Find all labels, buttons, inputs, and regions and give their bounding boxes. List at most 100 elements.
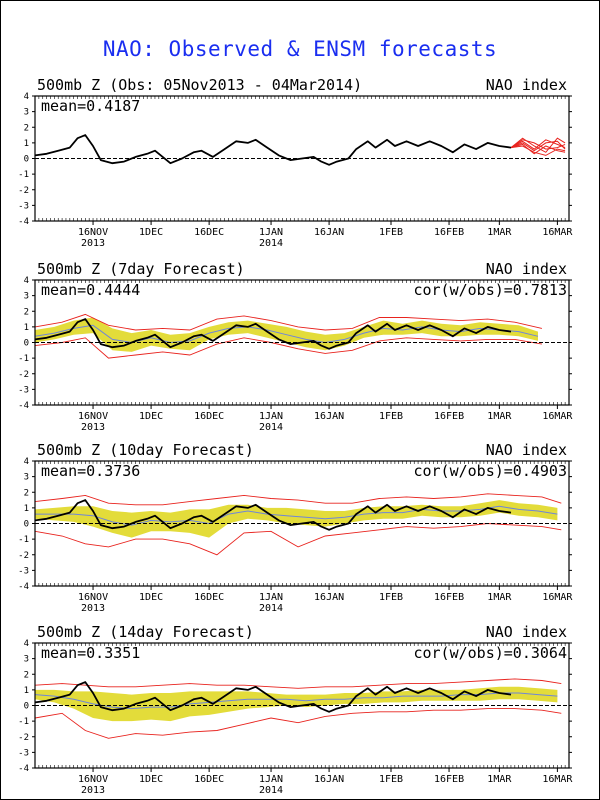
x-tick-label: 1MAR (487, 592, 512, 603)
x-tick-label: 16JAN (314, 592, 344, 603)
x-tick-year-label: 2014 (259, 238, 283, 249)
x-tick-label: 1FEB (379, 411, 403, 422)
x-tick-year-label: 2014 (259, 785, 283, 796)
y-tick-label: 0 (24, 155, 29, 165)
x-tick-label: 1MAR (487, 227, 512, 238)
mean-label: mean=0.4444 (41, 281, 140, 299)
y-tick-label: -3 (18, 201, 29, 211)
y-tick-label: 3 (24, 473, 29, 483)
y-tick-label: 4 (24, 639, 29, 649)
y-tick-label: 1 (24, 686, 29, 696)
x-tick-label: 16FEB (434, 774, 464, 785)
x-tick-label: 16NOV (78, 411, 108, 422)
x-tick-year-label: 2013 (81, 603, 105, 614)
y-tick-label: 2 (24, 488, 29, 498)
x-tick-label: 16MAR (542, 411, 573, 422)
x-tick-label: 16JAN (314, 227, 344, 238)
envelope-min-line (34, 708, 562, 739)
ensemble-member-line (510, 140, 566, 152)
y-tick-label: -1 (18, 535, 29, 545)
ensemble-member-line (510, 137, 566, 153)
y-tick-label: -3 (18, 566, 29, 576)
x-tick-label: 16DEC (194, 592, 224, 603)
observed-line (34, 134, 512, 166)
y-tick-label: -2 (18, 186, 29, 196)
panel-title: 500mb Z (14day Forecast) (37, 623, 254, 641)
y-tick-label: 1 (24, 504, 29, 514)
x-tick-year-label: 2014 (259, 422, 283, 433)
x-tick-label: 16FEB (434, 411, 464, 422)
y-tick-label: 3 (24, 292, 29, 302)
x-tick-year-label: 2013 (81, 238, 105, 249)
x-tick-label: 16JAN (314, 411, 344, 422)
mean-label: mean=0.4187 (41, 97, 140, 115)
ensemble-member-line (510, 143, 566, 155)
ensemble-member-line (510, 139, 566, 150)
x-tick-label: 16NOV (78, 592, 108, 603)
x-tick-label: 16DEC (194, 411, 224, 422)
x-tick-label: 16JAN (314, 774, 344, 785)
x-tick-label: 16MAR (542, 592, 573, 603)
panel-title: 500mb Z (Obs: 05Nov2013 - 04Mar2014) (37, 76, 362, 94)
x-tick-label: 1FEB (379, 592, 403, 603)
y-tick-label: 2 (24, 670, 29, 680)
mean-label: mean=0.3736 (41, 462, 140, 480)
x-tick-label: 16FEB (434, 592, 464, 603)
x-tick-label: 1MAR (487, 411, 512, 422)
y-tick-label: 4 (24, 457, 29, 467)
y-tick-label: -3 (18, 385, 29, 395)
y-tick-label: -4 (18, 217, 29, 227)
ensemble-mean-line (34, 324, 539, 344)
x-tick-label: 1JAN (259, 227, 283, 238)
y-tick-label: -3 (18, 748, 29, 758)
x-tick-label: 16MAR (542, 227, 573, 238)
y-tick-label: 2 (24, 307, 29, 317)
panel-right-title: NAO index (486, 260, 567, 278)
y-tick-label: -1 (18, 717, 29, 727)
envelope-max-line (34, 678, 562, 689)
y-tick-label: 0 (24, 702, 29, 712)
observed-line (34, 318, 512, 350)
y-tick-label: 3 (24, 108, 29, 118)
y-tick-label: 2 (24, 123, 29, 133)
x-tick-label: 1FEB (379, 227, 403, 238)
x-tick-year-label: 2013 (81, 785, 105, 796)
x-tick-label: 1JAN (259, 774, 283, 785)
x-tick-label: 1JAN (259, 411, 283, 422)
panel-right-title: NAO index (486, 76, 567, 94)
envelope-max-line (34, 313, 543, 331)
y-tick-label: -4 (18, 764, 29, 774)
y-tick-label: -2 (18, 733, 29, 743)
x-tick-label: 16MAR (542, 774, 573, 785)
y-tick-label: 1 (24, 323, 29, 333)
correlation-label: cor(w/obs)=0.7813 (413, 281, 567, 299)
spread-band (35, 500, 558, 538)
y-tick-label: 4 (24, 92, 29, 102)
ensemble-member-line (510, 145, 566, 156)
x-tick-label: 1JAN (259, 592, 283, 603)
y-tick-label: -4 (18, 401, 29, 411)
correlation-label: cor(w/obs)=0.3064 (413, 644, 567, 662)
x-tick-year-label: 2013 (81, 422, 105, 433)
panel-title: 500mb Z (10day Forecast) (37, 441, 254, 459)
y-tick-label: 1 (24, 139, 29, 149)
x-tick-label: 16NOV (78, 774, 108, 785)
y-tick-label: 0 (24, 520, 29, 530)
envelope-max-line (34, 493, 562, 506)
x-tick-label: 16DEC (194, 227, 224, 238)
observed-line (34, 681, 512, 713)
x-tick-label: 1DEC (139, 774, 163, 785)
x-tick-label: 1DEC (139, 411, 163, 422)
y-tick-label: -2 (18, 370, 29, 380)
envelope-min-line (34, 337, 542, 359)
observed-line (34, 499, 512, 531)
x-tick-label: 1DEC (139, 592, 163, 603)
panel-right-title: NAO index (486, 441, 567, 459)
y-tick-label: -4 (18, 582, 29, 592)
correlation-label: cor(w/obs)=0.4903 (413, 462, 567, 480)
ensemble-member-line (510, 139, 566, 150)
spread-band (35, 686, 558, 722)
y-tick-label: 0 (24, 339, 29, 349)
